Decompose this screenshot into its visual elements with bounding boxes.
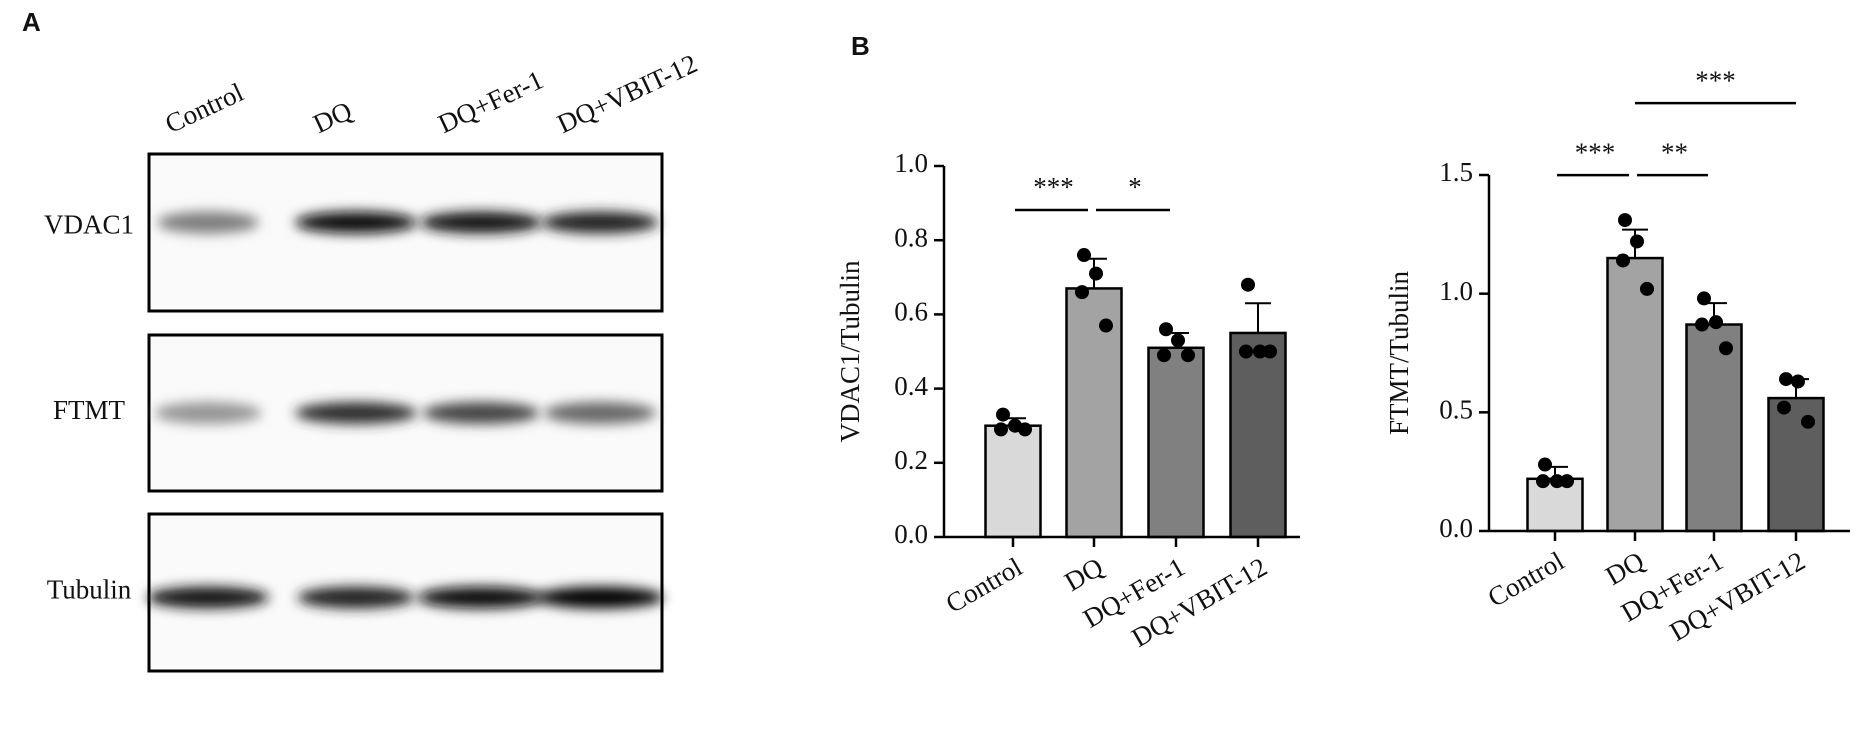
y-tick-label: 0.6 — [894, 297, 928, 327]
data-point — [1719, 341, 1733, 356]
data-point — [1536, 474, 1550, 489]
data-point — [1018, 422, 1032, 437]
band — [420, 211, 542, 234]
y-tick-label: 0.8 — [894, 222, 928, 252]
bar — [1685, 323, 1743, 533]
band — [295, 211, 417, 234]
data-point — [1640, 281, 1654, 296]
panel-label: A — [22, 7, 41, 37]
data-point — [1616, 253, 1630, 268]
lane-label: Control — [160, 77, 247, 139]
row-label: FTMT — [53, 395, 126, 425]
y-axis-title: FTMT/Tubulin — [1384, 270, 1414, 435]
y-tick-label: 0.0 — [894, 519, 928, 549]
data-point — [1171, 333, 1185, 348]
band — [541, 211, 659, 234]
data-point — [1538, 457, 1552, 472]
y-tick-label: 0.2 — [894, 445, 928, 475]
data-point — [1618, 213, 1632, 228]
data-point — [996, 407, 1010, 422]
panel-label: B — [851, 31, 870, 61]
band — [295, 402, 417, 424]
data-point — [1241, 277, 1255, 292]
data-point — [1550, 474, 1564, 489]
band — [147, 586, 269, 609]
bar — [1147, 346, 1205, 539]
data-point — [1695, 317, 1709, 332]
data-point — [1181, 348, 1195, 363]
band — [544, 402, 656, 424]
data-point — [1560, 474, 1574, 489]
y-tick-label: 1.0 — [894, 148, 928, 178]
data-point — [1157, 348, 1171, 363]
lane-label: DQ+VBIT-12 — [552, 48, 701, 139]
row-label: VDAC1 — [44, 210, 134, 240]
data-point — [1709, 315, 1723, 330]
y-tick-label: 1.0 — [1439, 276, 1473, 306]
data-point — [1779, 372, 1793, 387]
data-point — [994, 422, 1008, 437]
band — [157, 211, 259, 234]
band — [297, 586, 415, 609]
significance-label: *** — [1033, 172, 1074, 202]
x-tick-label: Control — [1483, 546, 1569, 613]
data-point — [1791, 374, 1805, 389]
data-point — [1099, 318, 1113, 333]
bar — [1065, 287, 1123, 539]
data-point — [1777, 400, 1791, 415]
band — [536, 586, 664, 609]
y-tick-label: 0.0 — [1439, 513, 1473, 543]
bar — [1229, 331, 1287, 539]
data-point — [1630, 234, 1644, 249]
significance-label: *** — [1575, 137, 1616, 167]
lane-label: DQ — [308, 95, 356, 139]
data-point — [1697, 291, 1711, 306]
data-point — [1239, 344, 1253, 359]
row-label: Tubulin — [47, 575, 132, 605]
x-tick-label: DQ — [1059, 551, 1108, 597]
bar — [1767, 396, 1825, 533]
data-point — [1075, 285, 1089, 300]
band — [417, 586, 545, 609]
significance-label: *** — [1695, 65, 1736, 95]
significance-label: ** — [1661, 137, 1688, 167]
bar — [1606, 256, 1664, 533]
data-point — [1801, 414, 1815, 429]
x-tick-label: DQ — [1600, 545, 1649, 591]
y-tick-label: 0.4 — [894, 371, 928, 401]
y-tick-label: 0.5 — [1439, 395, 1473, 425]
bar — [984, 424, 1042, 539]
band — [154, 402, 262, 424]
y-tick-label: 1.5 — [1439, 157, 1473, 187]
data-point — [1089, 266, 1103, 281]
y-axis-title: VDAC1/Tubulin — [835, 260, 865, 443]
data-point — [1077, 248, 1091, 263]
data-point — [1159, 322, 1173, 337]
lane-label: DQ+Fer-1 — [433, 64, 547, 139]
significance-label: * — [1128, 172, 1142, 202]
x-tick-label: Control — [941, 552, 1027, 619]
band — [422, 402, 540, 424]
data-point — [1253, 344, 1267, 359]
data-point — [1263, 344, 1277, 359]
